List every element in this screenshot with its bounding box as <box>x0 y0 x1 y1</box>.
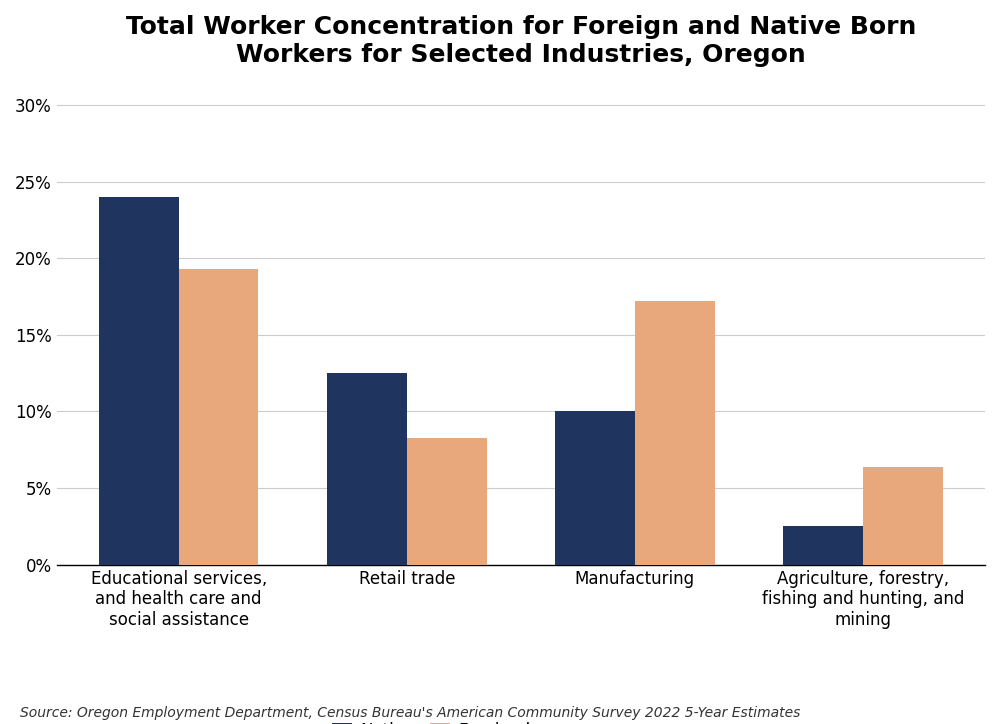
Bar <box>783 526 863 565</box>
Bar <box>863 467 943 565</box>
Bar <box>179 269 258 565</box>
Legend: Native, Foreign born: Native, Foreign born <box>325 715 570 724</box>
Bar <box>327 373 407 565</box>
Bar <box>635 301 715 565</box>
Bar <box>555 411 635 565</box>
Title: Total Worker Concentration for Foreign and Native Born
Workers for Selected Indu: Total Worker Concentration for Foreign a… <box>126 15 916 67</box>
Text: Source: Oregon Employment Department, Census Bureau's American Community Survey : Source: Oregon Employment Department, Ce… <box>20 707 800 720</box>
Bar <box>99 197 179 565</box>
Bar <box>407 437 487 565</box>
